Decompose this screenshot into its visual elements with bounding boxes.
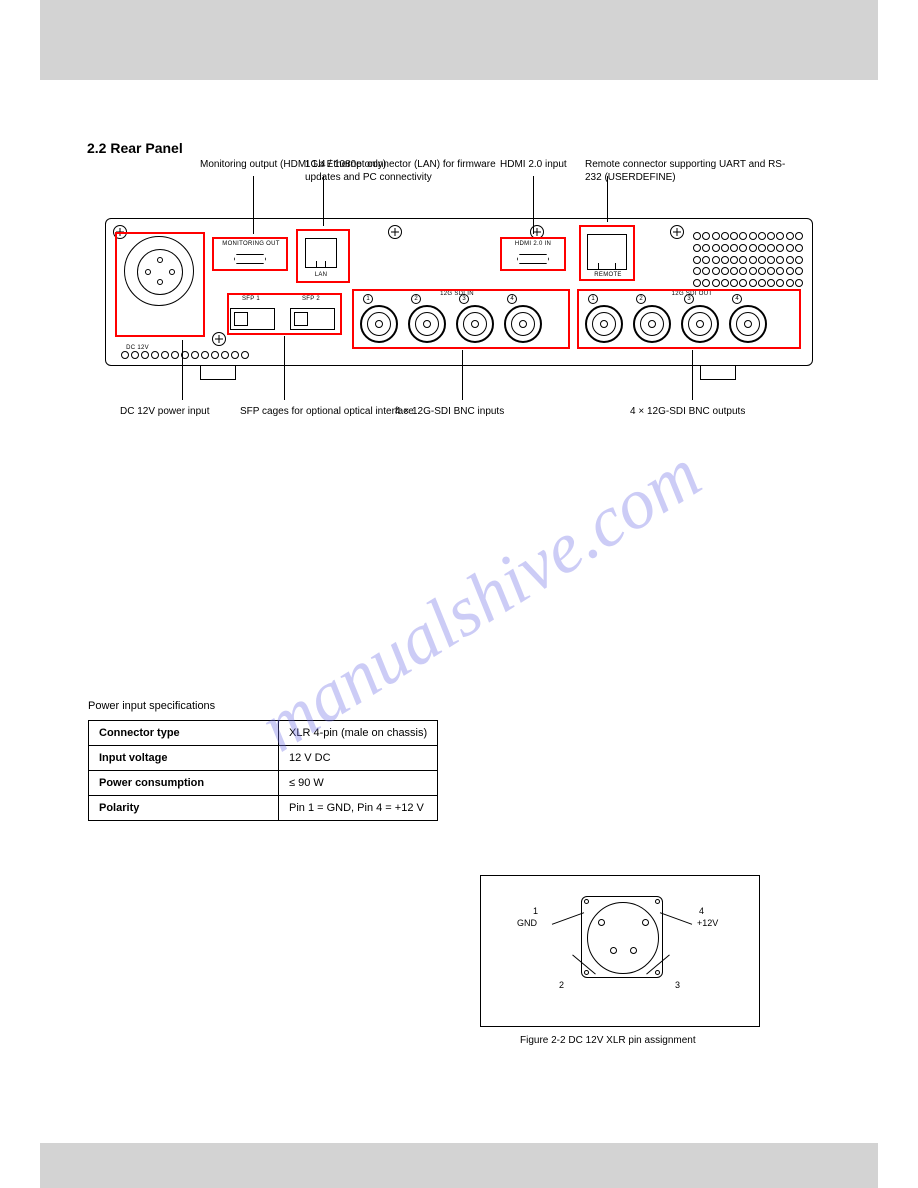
leader-line: [462, 350, 463, 400]
callout-dc: DC 12V power input: [120, 405, 210, 418]
section-title: 2.2 Rear Panel: [87, 140, 183, 156]
pin-figure-caption: Figure 2-2 DC 12V XLR pin assignment: [520, 1035, 696, 1046]
callout-lan: 1Gb Ethernet connector (LAN) for firmwar…: [305, 158, 515, 184]
pin2-num: 2: [559, 980, 564, 990]
hl-hdmi-in: [500, 237, 566, 271]
callout-sdi-out: 4 × 12G-SDI BNC outputs: [630, 405, 745, 418]
table-caption: Power input specifications: [88, 700, 215, 712]
table-row: Input voltage12 V DC: [89, 746, 438, 771]
pin4-label: +12V: [697, 918, 718, 928]
table-row: PolarityPin 1 = GND, Pin 4 = +12 V: [89, 796, 438, 821]
pin-4: [642, 919, 649, 926]
dc-label: DC 12V: [120, 345, 155, 351]
hl-sdi-in: [352, 289, 570, 349]
pin-2: [610, 947, 617, 954]
hl-monitoring: [212, 237, 288, 271]
power-spec-table: Connector typeXLR 4-pin (male on chassis…: [88, 720, 438, 821]
pin-lead: [552, 912, 584, 925]
pin4-num: 4: [699, 906, 704, 916]
rack-ear-tab: [200, 366, 236, 380]
xlr-circle: [587, 902, 659, 974]
pin-lead: [660, 912, 692, 925]
screw-icon: [212, 332, 226, 346]
hl-sdi-out: [577, 289, 801, 349]
screw-icon: [670, 225, 684, 239]
table-row: Power consumption≤ 90 W: [89, 771, 438, 796]
callout-hdmi-in: HDMI 2.0 input: [500, 158, 567, 171]
pin1-num: 1: [533, 906, 538, 916]
callout-remote: Remote connector supporting UART and RS-…: [585, 158, 795, 184]
pin3-num: 3: [675, 980, 680, 990]
screw-icon: [388, 225, 402, 239]
leader-line: [182, 340, 183, 400]
callout-sfp: SFP cages for optional optical interface: [240, 405, 414, 418]
pin-1: [598, 919, 605, 926]
pin-figure-box: 1 2 3 4 GND +12V: [480, 875, 760, 1027]
bottom-vent-dots: [121, 351, 255, 360]
table-row: Connector typeXLR 4-pin (male on chassis…: [89, 721, 438, 746]
leader-line: [284, 336, 285, 400]
rack-ear-tab: [700, 366, 736, 380]
hl-remote: [579, 225, 635, 281]
hl-sfp: [227, 293, 342, 335]
ventilation-grid: [693, 232, 803, 290]
pin-3: [630, 947, 637, 954]
callout-sdi-in: 4 × 12G-SDI BNC inputs: [395, 405, 504, 418]
leader-line: [533, 176, 534, 234]
pin1-label: GND: [517, 918, 537, 928]
hl-dc: [115, 232, 205, 337]
hl-lan: [296, 229, 350, 283]
header-bar: [40, 0, 878, 80]
leader-line: [253, 176, 254, 234]
leader-line: [692, 350, 693, 400]
xlr-plate: [581, 896, 663, 978]
footer-bar: [40, 1143, 878, 1188]
